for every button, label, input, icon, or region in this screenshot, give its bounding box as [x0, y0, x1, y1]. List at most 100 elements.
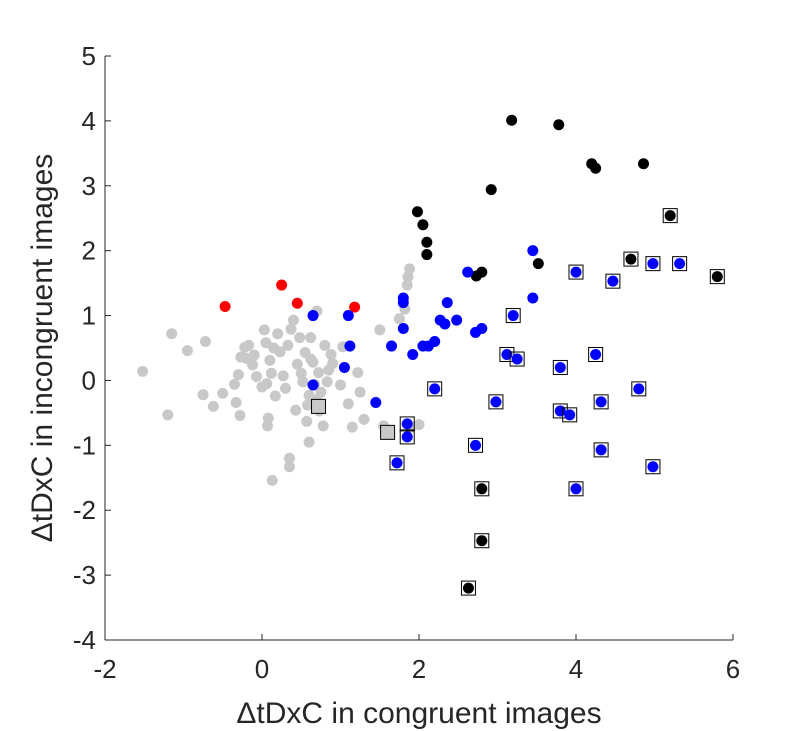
data-point	[380, 424, 396, 440]
data-point	[476, 323, 488, 335]
x-tick-label: 0	[255, 654, 269, 684]
data-point	[397, 297, 409, 309]
data-point	[506, 114, 518, 126]
point-circle-marker	[470, 439, 482, 451]
point-circle-marker	[590, 348, 602, 360]
data-point	[265, 367, 277, 379]
data-point	[474, 481, 490, 497]
data-point	[283, 452, 295, 464]
data-point	[451, 314, 463, 326]
point-circle-marker	[507, 310, 519, 322]
data-point	[274, 346, 286, 358]
data-point	[401, 279, 413, 291]
data-point	[346, 421, 358, 433]
point-square-marker	[389, 455, 405, 471]
point-circle-marker	[554, 405, 566, 417]
point-square-marker	[311, 398, 327, 414]
data-point	[462, 266, 474, 278]
data-point	[291, 358, 303, 370]
data-point	[439, 318, 451, 330]
data-point	[421, 236, 433, 248]
series-1	[219, 279, 361, 313]
data-point	[137, 365, 149, 377]
data-point	[277, 370, 289, 382]
data-point	[166, 328, 178, 340]
data-point	[354, 386, 366, 398]
y-tick-label: -4	[73, 625, 96, 655]
series-6	[311, 398, 396, 440]
data-point	[527, 292, 539, 304]
x-tick-label: 6	[726, 654, 740, 684]
data-point	[258, 324, 270, 336]
y-tick-label: 1	[82, 301, 96, 331]
point-square-marker	[427, 381, 443, 397]
point-square-marker	[645, 459, 661, 475]
data-point	[662, 208, 678, 224]
point-square-marker	[662, 208, 678, 224]
data-point	[342, 398, 354, 410]
point-circle-marker	[570, 483, 582, 495]
data-point	[181, 345, 193, 357]
data-point	[229, 378, 241, 390]
y-tick-label: 0	[82, 365, 96, 395]
data-point	[197, 389, 209, 401]
data-point	[260, 337, 272, 349]
series-4	[389, 256, 688, 497]
data-point	[291, 297, 303, 309]
x-tick-label: -2	[93, 654, 116, 684]
point-square-marker	[623, 251, 639, 267]
data-point	[282, 339, 294, 351]
data-point	[638, 158, 650, 170]
point-circle-marker	[511, 353, 523, 365]
point-square-marker	[593, 442, 609, 458]
point-square-marker	[562, 407, 578, 423]
data-point	[307, 356, 319, 368]
data-point	[460, 580, 476, 596]
point-square-marker	[568, 264, 584, 280]
data-point	[266, 474, 278, 486]
data-point	[593, 394, 609, 410]
data-point	[352, 367, 364, 379]
data-point	[302, 399, 314, 411]
data-point	[568, 481, 584, 497]
y-ticks: -4 -3 -2 -1 0 1 2 3 4 5	[73, 41, 111, 655]
data-point	[476, 266, 488, 278]
point-circle-marker	[607, 275, 619, 287]
data-point	[468, 437, 484, 453]
data-point	[553, 119, 565, 131]
data-point	[672, 256, 688, 272]
data-point	[285, 323, 297, 335]
series-3	[307, 245, 539, 409]
y-tick-label: -1	[73, 430, 96, 460]
series-5	[460, 208, 725, 596]
point-circle-marker	[647, 258, 659, 270]
point-square-marker	[460, 580, 476, 596]
point-square-marker	[509, 351, 525, 367]
y-tick-label: 5	[82, 41, 96, 71]
data-point	[709, 269, 725, 285]
data-point	[305, 332, 317, 344]
point-square-marker	[588, 346, 604, 362]
data-point	[374, 324, 386, 336]
data-point	[370, 397, 382, 409]
point-circle-marker	[711, 271, 723, 283]
data-point	[162, 409, 174, 421]
point-circle-marker	[401, 418, 413, 430]
data-point	[590, 162, 602, 174]
point-square-marker	[709, 269, 725, 285]
data-point	[295, 367, 307, 379]
data-point	[342, 310, 354, 322]
point-square-marker	[488, 394, 504, 410]
data-point	[280, 382, 292, 394]
data-point	[243, 339, 255, 351]
data-point	[631, 381, 647, 397]
data-point	[261, 378, 273, 390]
data-point	[399, 416, 415, 432]
point-square-marker	[399, 429, 415, 445]
point-square-marker	[631, 381, 647, 397]
point-square-marker	[474, 533, 490, 549]
data-point	[645, 256, 661, 272]
point-square-marker	[645, 256, 661, 272]
data-point	[441, 297, 453, 309]
data-point	[417, 219, 429, 231]
